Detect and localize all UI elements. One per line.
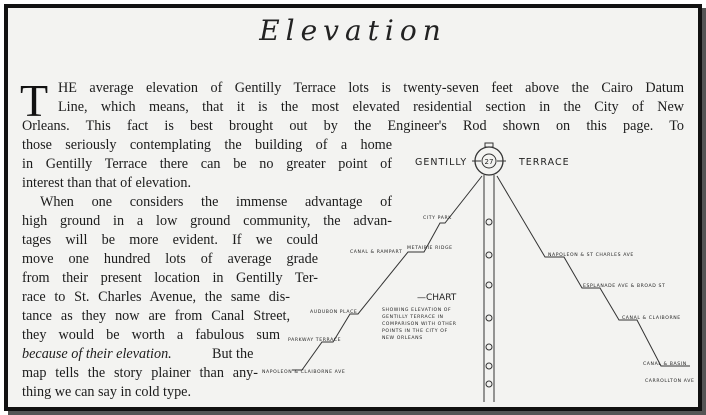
left-elevation-line — [292, 175, 483, 371]
text-line: move one hundred lots of average grade — [22, 251, 318, 267]
chart-caption-line: SHOWING ELEVATION OF — [382, 307, 451, 313]
drop-cap: T — [20, 75, 49, 126]
rod-inner-circle — [481, 153, 497, 169]
point-label: PARKWAY TERRACE — [288, 337, 341, 343]
text-line: race to St. Charles Avenue, the same dis… — [22, 289, 290, 305]
text-line: HE average elevation of Gentilly Terrace… — [58, 80, 684, 96]
text-line: Orleans. This fact is best brought out b… — [22, 118, 684, 134]
text-line: thing we can say in cold type. — [22, 384, 192, 400]
text-line: tance as they now are from Canal Street, — [22, 308, 290, 324]
page-title: Elevation — [259, 14, 447, 47]
rod-markings — [485, 218, 493, 388]
point-label: METAIRIE RIDGE — [407, 245, 453, 251]
text-line: But the — [212, 346, 254, 362]
text-line-italic: because of their elevation. — [22, 346, 172, 362]
chart-caption-line: COMPARISON WITH OTHER — [382, 321, 457, 327]
point-label: CARROLLTON AVE — [645, 378, 694, 384]
point-label: CANAL & RAMPART — [350, 249, 402, 255]
point-label: NAPOLEON & ST CHARLES AVE — [548, 252, 634, 258]
point-label: CANAL & BASIN — [643, 361, 687, 367]
point-label: AUDUBON PLACE — [310, 309, 357, 315]
text-line: they would be worth a fabulous sum — [22, 327, 280, 343]
gentilly-label: GENTILLY — [415, 157, 467, 168]
terrace-label: TERRACE — [518, 157, 570, 168]
point-label: NAPOLEON & CLAIBORNE AVE — [262, 369, 345, 375]
point-label: CITY PARK — [423, 215, 452, 221]
text-line: interest than that of elevation. — [22, 175, 192, 191]
chart-caption-title: —CHART — [417, 293, 457, 303]
text-line: those seriously contemplating the buildi… — [22, 137, 392, 153]
page-frame — [4, 4, 702, 411]
text-line: map tells the story plainer than any- — [22, 365, 258, 381]
text-line: When one considers the immense advantage… — [40, 194, 392, 210]
chart-caption-line: NEW ORLEANS — [382, 335, 423, 341]
rod-value: 27 — [485, 158, 494, 166]
right-elevation-line — [496, 175, 690, 367]
text-line: Line, which means, that it is the most e… — [58, 99, 684, 115]
chart-caption-line: POINTS IN THE CITY OF — [382, 328, 448, 334]
text-line: from their present location in Gentilly … — [22, 270, 318, 286]
text-line: tages will be more evident. If we could — [22, 232, 318, 248]
point-label: ESPLANADE AVE & BROAD ST — [583, 283, 665, 289]
rod-cap — [484, 142, 494, 148]
text-line: high ground in a low ground community, t… — [22, 213, 392, 229]
point-label: CANAL & CLAIBORNE — [622, 315, 681, 321]
text-line: in Gentilly Terrace there can be no grea… — [22, 156, 392, 172]
chart-caption-line: GENTILLY TERRACE IN — [382, 314, 444, 320]
